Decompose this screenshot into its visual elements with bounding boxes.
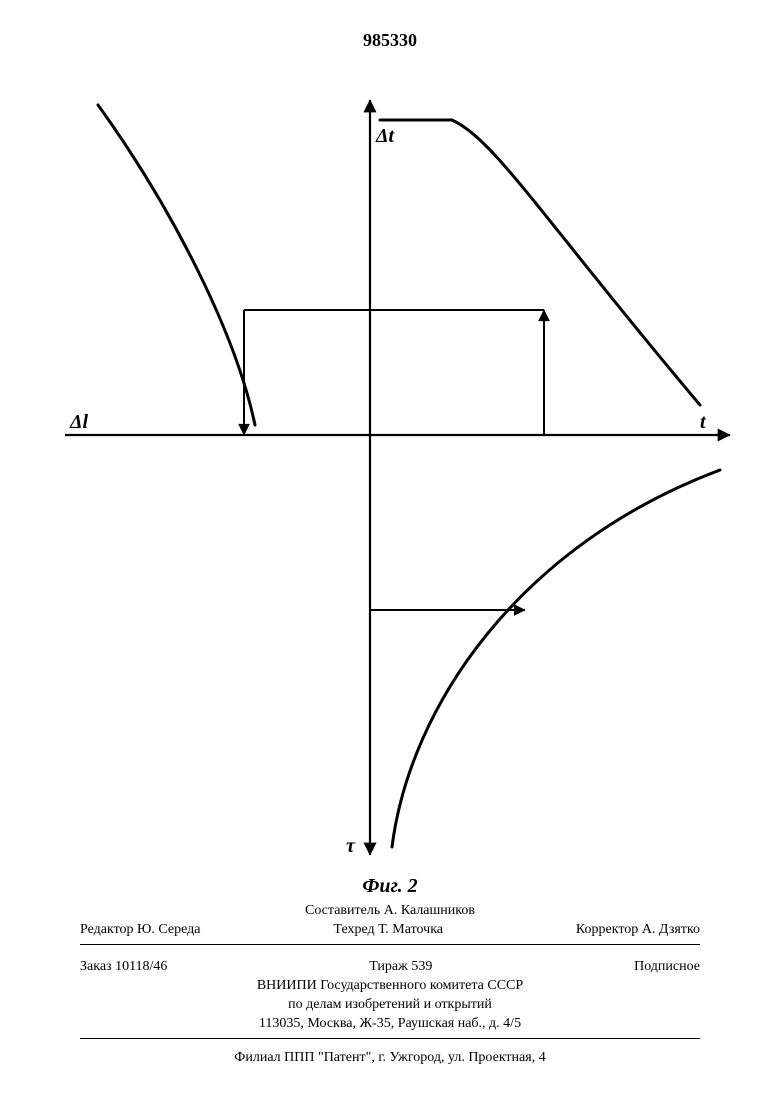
corrector-name: А. Дзятко — [642, 922, 700, 937]
editor-label: Редактор — [80, 922, 134, 937]
techred-name: Т. Маточка — [378, 922, 443, 937]
diagram-svg — [40, 85, 740, 865]
tirazh-label: Тираж — [369, 959, 408, 974]
editor-cell: Редактор Ю. Середа — [80, 921, 201, 940]
techred-label: Техред — [333, 922, 374, 937]
page-number: 985330 — [363, 30, 417, 51]
branch-line: Филиал ППП "Патент", г. Ужгород, ул. Про… — [80, 1050, 700, 1066]
axis-label-tau-bottom: τ — [346, 835, 355, 858]
tirazh-number: 539 — [411, 959, 432, 974]
org-line-1: ВНИИПИ Государственного комитета СССР — [80, 977, 700, 996]
credits-row: Редактор Ю. Середа Техред Т. Маточка Кор… — [80, 921, 700, 940]
corrector-cell: Корректор А. Дзятко — [576, 921, 700, 940]
composer-line: Составитель А. Калашников — [80, 902, 700, 921]
editor-name: Ю. Середа — [137, 922, 200, 937]
order-number: 10118/46 — [115, 959, 167, 974]
axis-label-t-right: t — [700, 411, 706, 434]
divider-2 — [80, 1038, 700, 1039]
figure-diagram: Δt t Δl τ — [40, 85, 740, 865]
order-cell: Заказ 10118/46 — [80, 958, 167, 977]
signed-cell: Подписное — [634, 958, 700, 977]
divider-1 — [80, 944, 700, 945]
order-label: Заказ — [80, 959, 112, 974]
imprint-row-1: Заказ 10118/46 Тираж 539 Подписное — [80, 958, 700, 977]
credits-block: Составитель А. Калашников Редактор Ю. Се… — [80, 902, 700, 951]
imprint-block: Заказ 10118/46 Тираж 539 Подписное ВНИИП… — [80, 958, 700, 1045]
tirazh-cell: Тираж 539 — [369, 958, 432, 977]
figure-caption: Фиг. 2 — [362, 875, 417, 898]
axis-label-delta-t: Δt — [376, 125, 394, 148]
axis-label-delta-l-left: Δl — [70, 411, 88, 434]
composer-label: Составитель — [305, 903, 380, 918]
techred-cell: Техред Т. Маточка — [333, 921, 443, 940]
org-line-2: по делам изобретений и открытий — [80, 996, 700, 1015]
composer-name: А. Калашников — [384, 903, 475, 918]
org-address: 113035, Москва, Ж-35, Раушская наб., д. … — [80, 1015, 700, 1034]
corrector-label: Корректор — [576, 922, 638, 937]
